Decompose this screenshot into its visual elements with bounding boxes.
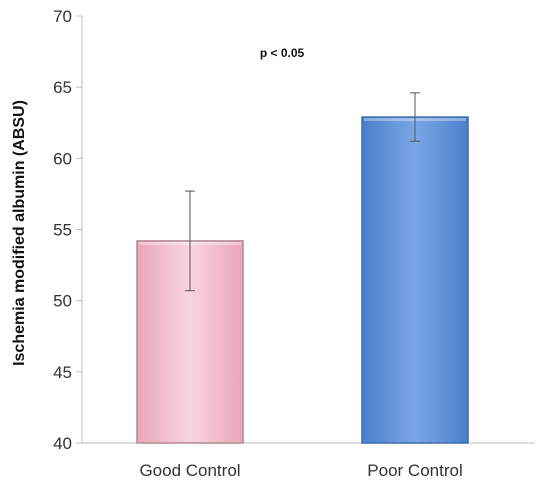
bar-poor-control bbox=[361, 116, 469, 444]
y-tick-label: 65 bbox=[53, 78, 72, 97]
y-tick-label: 50 bbox=[53, 292, 72, 311]
y-tick-label: 55 bbox=[53, 221, 72, 240]
y-tick-label: 70 bbox=[53, 7, 72, 26]
x-category-label: Poor Control bbox=[367, 461, 462, 480]
y-axis-ticks: 40 45 50 55 60 65 70 bbox=[53, 7, 82, 453]
y-axis-label: Ischemia modified albumin (ABSU) bbox=[11, 100, 28, 366]
y-tick-label: 45 bbox=[53, 363, 72, 382]
bars: Good Control Poor Control bbox=[136, 92, 469, 480]
significance-annotation: p < 0.05 bbox=[260, 46, 305, 60]
x-category-label: Good Control bbox=[139, 461, 240, 480]
y-tick-label: 60 bbox=[53, 149, 72, 168]
y-tick-label: 40 bbox=[53, 434, 72, 453]
